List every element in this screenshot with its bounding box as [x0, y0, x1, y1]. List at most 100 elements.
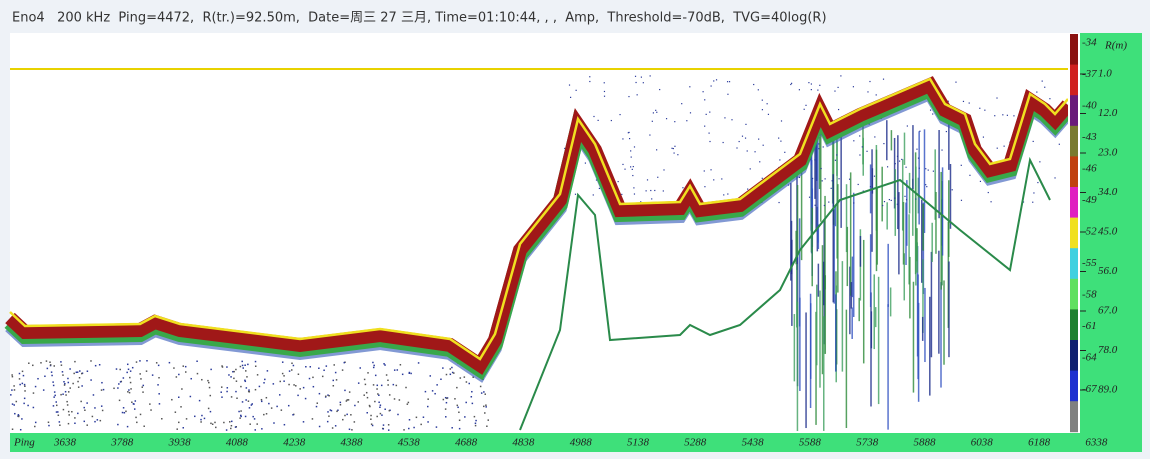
- noise: [674, 146, 675, 147]
- noise: [778, 202, 779, 203]
- noise: [811, 89, 812, 90]
- noise: [135, 417, 137, 419]
- noise: [313, 386, 315, 388]
- noise: [459, 428, 461, 430]
- noise: [241, 361, 243, 363]
- noise: [66, 401, 68, 403]
- noise: [374, 401, 376, 403]
- noise: [256, 423, 258, 425]
- noise: [149, 403, 151, 405]
- noise: [576, 90, 577, 91]
- noise: [99, 364, 101, 366]
- noise: [134, 408, 136, 410]
- noise: [815, 205, 816, 206]
- noise: [389, 394, 391, 396]
- noise: [319, 426, 321, 428]
- noise: [812, 178, 813, 179]
- noise: [750, 168, 751, 169]
- noise: [674, 121, 675, 122]
- noise: [641, 77, 642, 78]
- noise: [656, 112, 657, 113]
- noise: [210, 423, 212, 425]
- noise: [838, 109, 839, 110]
- noise: [901, 159, 902, 160]
- noise: [403, 429, 405, 431]
- ping-label: 6338: [1085, 437, 1108, 449]
- noise: [941, 149, 942, 150]
- color-bar-segment: [1070, 401, 1078, 432]
- noise: [677, 154, 678, 155]
- water-column-streak: [917, 242, 919, 272]
- noise: [779, 159, 780, 160]
- noise: [727, 81, 728, 82]
- noise: [721, 178, 722, 179]
- noise: [74, 423, 76, 425]
- noise: [358, 382, 360, 384]
- range-label: 1.0: [1098, 68, 1112, 80]
- noise: [593, 194, 594, 195]
- noise: [784, 152, 785, 153]
- noise: [723, 194, 724, 195]
- noise: [828, 201, 829, 202]
- noise: [35, 386, 37, 388]
- noise: [297, 395, 299, 397]
- color-scale-label: -61: [1082, 320, 1097, 332]
- noise: [882, 205, 883, 206]
- noise: [778, 137, 779, 138]
- noise: [79, 370, 81, 372]
- noise: [53, 396, 55, 398]
- noise: [874, 136, 875, 137]
- noise: [116, 368, 118, 370]
- noise: [604, 82, 605, 83]
- noise: [94, 421, 96, 423]
- noise: [58, 415, 60, 417]
- noise: [81, 385, 83, 387]
- water-column-streak: [871, 311, 873, 348]
- noise: [604, 96, 605, 97]
- color-bar-segment: [1070, 187, 1078, 218]
- noise: [292, 414, 294, 416]
- noise: [704, 186, 705, 187]
- noise: [1007, 115, 1008, 116]
- noise: [295, 385, 297, 387]
- noise: [621, 194, 622, 195]
- color-scale-label: -46: [1082, 163, 1097, 175]
- noise: [79, 377, 81, 379]
- ping-label: 5588: [799, 437, 822, 449]
- noise: [312, 418, 314, 420]
- noise: [824, 205, 825, 206]
- water-column-streak: [912, 125, 914, 189]
- noise: [570, 97, 571, 98]
- noise: [593, 116, 594, 117]
- water-column-streak: [837, 184, 839, 292]
- water-column-streak: [924, 288, 926, 362]
- water-column-streak: [903, 202, 905, 265]
- noise: [488, 419, 490, 421]
- color-bar: [1070, 34, 1078, 432]
- noise: [327, 411, 329, 413]
- noise: [64, 383, 66, 385]
- noise: [59, 421, 61, 423]
- noise: [335, 425, 337, 427]
- noise: [485, 404, 487, 406]
- noise: [194, 416, 196, 418]
- noise: [604, 91, 605, 92]
- noise: [731, 119, 732, 120]
- noise: [342, 369, 344, 371]
- noise: [742, 136, 743, 137]
- noise: [811, 83, 812, 84]
- noise: [264, 379, 266, 381]
- water-column-streak: [890, 287, 892, 316]
- water-column-streak: [931, 252, 933, 357]
- ping-label: 4988: [570, 437, 593, 449]
- noise: [235, 426, 237, 428]
- noise: [101, 405, 103, 407]
- noise: [821, 168, 822, 169]
- noise: [22, 383, 24, 385]
- ping-label: 3788: [110, 437, 134, 449]
- noise: [745, 138, 746, 139]
- noise: [22, 371, 24, 373]
- noise: [117, 424, 119, 426]
- water-column-streak: [924, 129, 926, 233]
- noise: [35, 422, 37, 424]
